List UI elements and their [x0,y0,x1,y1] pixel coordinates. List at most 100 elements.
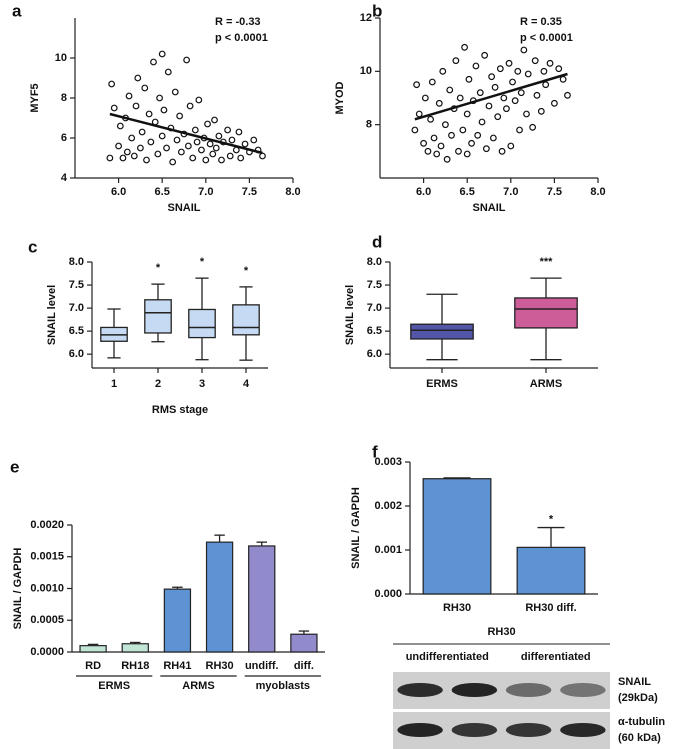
y-tick-label: 7.0 [69,302,84,314]
point [110,104,118,112]
significance: * [156,262,161,274]
x-tick-label: diff. [294,660,314,672]
point [147,138,155,146]
point [189,154,197,162]
point [491,83,499,91]
group-label: myoblasts [256,680,310,692]
point [415,110,423,118]
point [209,150,217,158]
point [482,145,490,153]
point [237,154,245,162]
panel-letter: d [372,232,382,251]
y-tick-label: 0.003 [374,456,402,468]
point [559,75,567,83]
x-tick-label: RH30 [206,660,234,672]
y-tick-label: 6.5 [69,325,84,337]
point [130,152,138,160]
x-tick-label: RD [85,660,101,672]
y-tick-label: 8 [366,119,372,131]
y-axis-label: MYOD [334,81,346,114]
y-tick-label: 12 [360,12,372,24]
point [211,116,218,124]
point [176,112,184,120]
point [195,96,203,104]
point [446,86,454,94]
x-tick-label: 7.5 [547,186,562,198]
box [232,304,260,336]
bar [248,545,276,653]
point [555,65,563,73]
point [183,56,191,64]
band [397,723,443,737]
lane-label: undifferentiated [406,651,489,663]
point [529,123,536,131]
point [421,94,429,102]
blot-row-label: (29kDa) [618,692,658,704]
y-tick-label: 0.0005 [30,614,64,626]
group-label: ARMS [182,680,214,692]
point [500,94,508,102]
y-tick-label: 7.0 [367,302,382,314]
blot-title: RH30 [487,626,515,638]
band [397,683,443,697]
point [420,139,428,147]
lane-label: differentiated [521,651,591,663]
x-tick-label: 7.5 [242,186,257,198]
point [411,126,419,134]
point [141,84,149,92]
band [451,683,498,697]
y-tick-label: 7.5 [69,279,84,291]
annotation: p < 0.0001 [215,32,268,44]
point [206,140,214,148]
point [177,148,185,156]
y-tick-label: 6 [61,132,67,144]
point [481,51,489,59]
point [215,132,223,140]
band [451,723,498,737]
point [461,43,468,51]
y-tick-label: 7.5 [367,279,382,291]
box [514,297,578,329]
panel-letter: a [12,1,22,20]
point [115,142,122,150]
point [468,139,475,147]
panel-letter: c [28,237,37,256]
point [452,57,460,65]
x-tick-label: 7.0 [198,186,213,198]
point [472,62,480,70]
bar [79,645,107,653]
point [169,158,177,166]
point [116,122,124,130]
y-tick-label: 8 [61,92,67,104]
y-tick-label: 0.0010 [30,582,64,594]
annotation: R = 0.35 [520,16,562,28]
point [546,59,554,67]
point [465,75,473,83]
point [160,106,168,114]
x-tick-label: ERMS [426,378,458,390]
point [463,110,471,118]
point [537,107,545,115]
x-tick-label: 3 [199,378,205,390]
x-axis-label: SNAIL [168,202,201,214]
point [156,94,163,102]
point [171,88,179,96]
point [507,142,515,150]
x-tick-label: undiff. [245,660,279,672]
bar [516,546,586,595]
point [540,67,548,75]
point [108,80,116,88]
point [173,136,181,144]
point [443,155,451,163]
point [485,102,493,110]
y-tick-label: 0.0000 [30,646,64,658]
point [494,113,502,121]
y-axis-label: SNAIL level [46,285,58,345]
blot-row-label: SNAIL [618,676,651,688]
point [505,59,513,67]
point [138,128,146,136]
x-axis-label: RMS stage [152,404,208,416]
point [241,140,249,148]
annotation: p < 0.0001 [520,32,573,44]
band [560,683,606,697]
